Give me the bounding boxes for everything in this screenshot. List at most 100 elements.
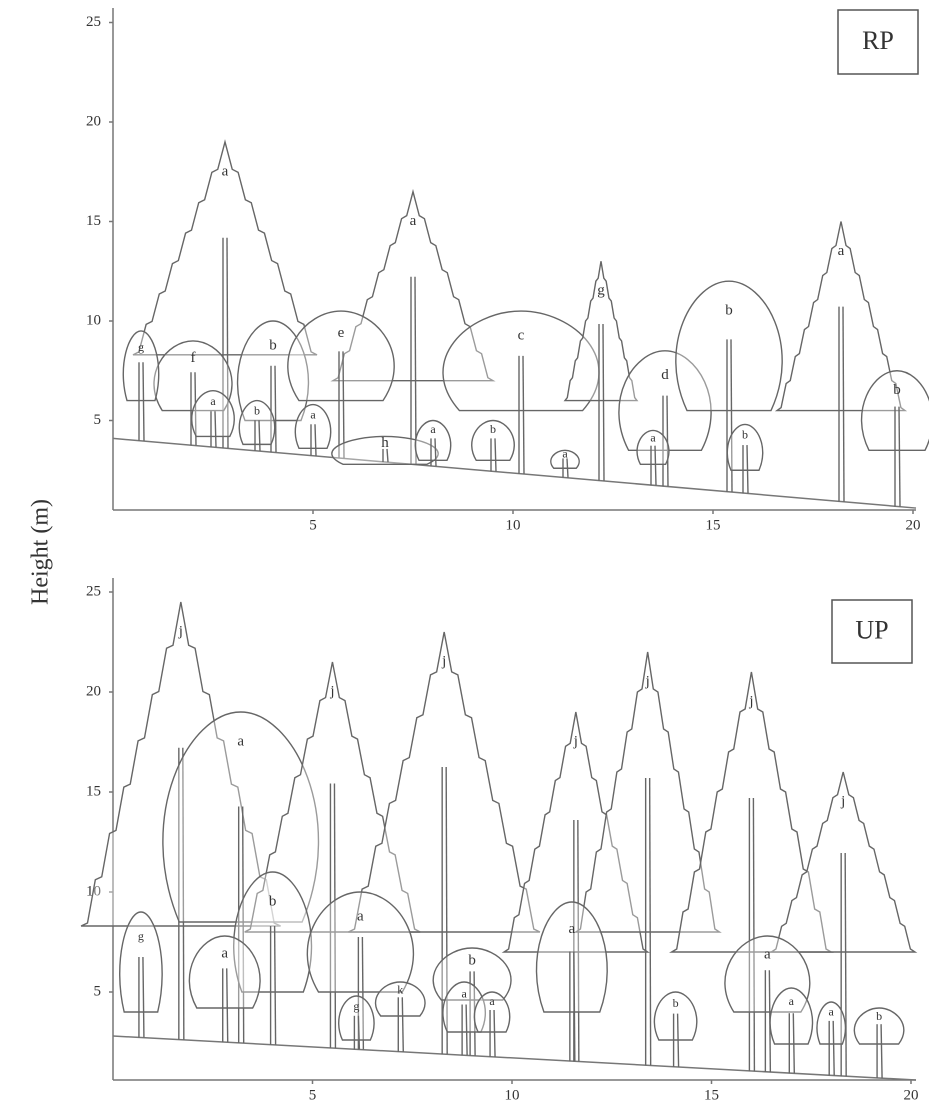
trunk [753, 798, 754, 1071]
tree-species-label: a [489, 994, 495, 1008]
tree-species-label: a [562, 447, 568, 461]
tree: a [536, 902, 607, 1061]
tree-species-label: a [357, 908, 364, 924]
tree-species-label: a [789, 994, 795, 1008]
trunk [215, 411, 216, 447]
forest-profile: Height (m) 5101520255101520aafgbecgdbabh… [0, 0, 929, 1109]
tree-species-label: j [329, 683, 334, 699]
tree-species-label: g [597, 283, 605, 299]
tree-species-label: e [338, 325, 345, 341]
trunk [143, 362, 144, 441]
tree: b [654, 992, 696, 1067]
x-tick-label: 15 [704, 1087, 719, 1103]
tree: b [862, 371, 929, 507]
tree: b [472, 421, 515, 472]
tree-species-label: j [178, 623, 183, 639]
trunk [435, 438, 436, 466]
tree-species-label: a [650, 431, 656, 445]
tree-species-label: b [490, 422, 496, 436]
trunk [275, 926, 276, 1045]
trunk [275, 366, 276, 453]
trunk [833, 1021, 834, 1076]
x-tick-label: 5 [309, 517, 317, 533]
tree-species-label: j [840, 793, 845, 809]
trunk [259, 420, 260, 451]
trunk [343, 351, 344, 458]
trunk [567, 458, 568, 477]
tree-species-label: c [518, 327, 525, 343]
trunk [523, 356, 524, 474]
trunk [881, 1024, 882, 1078]
trunk [358, 1016, 359, 1050]
trunk [655, 446, 656, 486]
tree-species-label: a [569, 921, 576, 937]
tree-species-label: g [138, 340, 144, 354]
tree-species-label: a [430, 422, 436, 436]
panel: 5101520255101520jajjjjjjbgaakgbaaabaaabU… [81, 578, 918, 1103]
tree-species-label: b [468, 952, 476, 968]
tree-species-label: b [893, 382, 901, 398]
y-tick-label: 5 [94, 412, 102, 428]
broadleaf-crown [676, 281, 782, 410]
panel-label: RP [862, 26, 894, 55]
trunk [574, 952, 575, 1062]
y-tick-label: 15 [86, 783, 101, 799]
tree-species-label: b [269, 337, 277, 353]
trunk [845, 853, 846, 1076]
tree: k [376, 982, 426, 1052]
x-tick-label: 10 [505, 1087, 520, 1103]
tree: a [551, 447, 579, 478]
tree-species-label: b [254, 403, 260, 417]
x-tick-label: 10 [506, 517, 521, 533]
broadleaf-crown [120, 912, 162, 1012]
trunk [495, 438, 496, 471]
trunk [494, 1010, 495, 1057]
trunk [402, 997, 403, 1052]
tree-species-label: a [764, 946, 771, 962]
trunk [387, 449, 388, 462]
tree-species-label: a [221, 945, 228, 961]
x-tick-label: 20 [904, 1087, 919, 1103]
tree-species-label: j [573, 733, 578, 749]
tree-species-label: a [829, 1004, 835, 1018]
tree-species-label: a [838, 243, 845, 259]
tree-species-label: b [673, 996, 679, 1010]
tree: a [415, 421, 450, 467]
y-tick-label: 10 [86, 312, 101, 328]
x-tick-label: 15 [706, 517, 721, 533]
tree-species-label: a [310, 407, 316, 421]
tree-species-label: a [222, 163, 229, 179]
tree: a [770, 988, 812, 1073]
tree-species-label: g [353, 999, 359, 1013]
tree-species-label: f [191, 350, 196, 366]
trunk [227, 968, 228, 1042]
y-tick-label: 20 [86, 113, 101, 129]
panel-label: UP [855, 615, 888, 644]
tree-species-label: g [138, 929, 144, 943]
y-tick-label: 25 [86, 583, 101, 599]
conifer-crown [348, 632, 540, 932]
trunk [143, 957, 144, 1038]
tree-species-label: a [237, 733, 244, 749]
tree-species-label: a [410, 213, 417, 229]
y-tick-label: 20 [86, 683, 101, 699]
tree: b [239, 401, 274, 451]
tree-species-label: b [876, 1009, 882, 1023]
tree-species-label: b [725, 303, 733, 319]
tree: a [637, 430, 669, 485]
tree: g [339, 996, 374, 1049]
tree-species-label: b [269, 893, 277, 909]
tree: a [295, 405, 330, 456]
tree-species-label: d [661, 367, 669, 383]
y-tick-label: 5 [94, 983, 102, 999]
trunk [650, 778, 651, 1065]
tree: a [189, 936, 260, 1042]
trunk [843, 307, 844, 502]
tree: b [854, 1008, 904, 1078]
trunk [678, 1014, 679, 1067]
y-axis-label: Height (m) [28, 499, 54, 605]
trunk [603, 324, 604, 481]
tree-species-label: j [748, 693, 753, 709]
tree-species-label: a [461, 986, 467, 1000]
